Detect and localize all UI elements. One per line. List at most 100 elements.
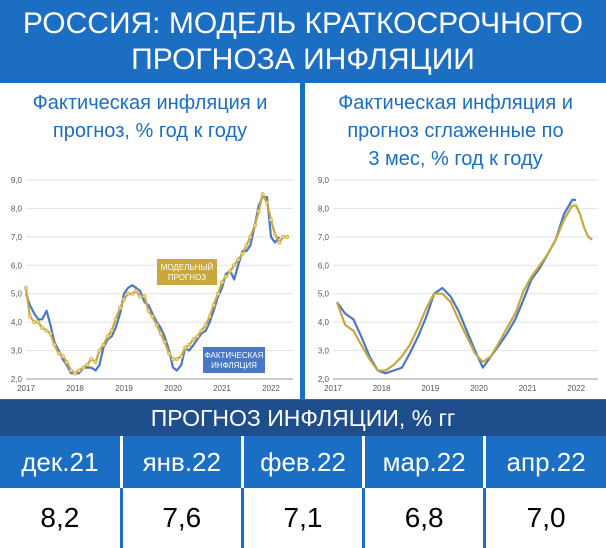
model-forecast-point bbox=[252, 223, 257, 228]
model-forecast-point bbox=[260, 192, 265, 197]
x-tick-label: 2020 bbox=[470, 384, 488, 393]
model-forecast-point bbox=[162, 340, 167, 345]
model-forecast-point bbox=[167, 351, 172, 356]
annotation-text: ПРОГНОЗ bbox=[168, 273, 206, 282]
x-tick-label: 2017 bbox=[17, 384, 35, 393]
model-forecast-point bbox=[203, 322, 208, 327]
x-tick-label: 2020 bbox=[164, 384, 182, 393]
model-forecast-point bbox=[256, 209, 261, 214]
forecast-table: дек.21 янв.22 фев.22 мар.22 апр.22 8,2 7… bbox=[0, 436, 606, 548]
y-tick-label: 7,0 bbox=[318, 233, 330, 242]
right-chart-title-line-1: Фактическая инфляция и bbox=[338, 92, 573, 114]
model-forecast-point bbox=[228, 268, 233, 273]
model-forecast-point bbox=[48, 331, 53, 336]
model-forecast-point bbox=[101, 342, 106, 347]
model-forecast-point bbox=[244, 243, 249, 248]
model-forecast-point bbox=[40, 325, 45, 330]
model-forecast-point bbox=[72, 371, 77, 376]
y-tick-label: 4,0 bbox=[318, 318, 330, 327]
model-forecast-line bbox=[335, 204, 593, 372]
model-forecast-point bbox=[236, 257, 241, 262]
forecast-value: 8,2 bbox=[0, 488, 122, 548]
model-forecast-point bbox=[170, 357, 175, 362]
left-chart-title-line-1: Фактическая инфляция и bbox=[32, 92, 268, 114]
model-forecast-point bbox=[142, 294, 147, 299]
right-chart-title-line-2: прогноз сглаженные по bbox=[347, 120, 564, 142]
model-forecast-point bbox=[105, 334, 110, 339]
left-chart-panel: Фактическая инфляция и прогноз, % год к … bbox=[0, 83, 300, 399]
model-forecast-point bbox=[89, 357, 94, 362]
model-forecast-point bbox=[191, 337, 196, 342]
annotation-text: ФАКТИЧЕСКАЯ bbox=[205, 351, 264, 360]
y-tick-label: 2,0 bbox=[11, 375, 23, 384]
x-tick-label: 2017 bbox=[324, 384, 342, 393]
model-forecast-point bbox=[150, 314, 155, 319]
y-tick-label: 2,0 bbox=[318, 375, 330, 384]
y-tick-label: 6,0 bbox=[11, 261, 23, 270]
model-forecast-point bbox=[277, 240, 282, 245]
model-forecast-point bbox=[118, 305, 123, 310]
right-chart-panel: Фактическая инфляция и прогноз сглаженны… bbox=[305, 83, 606, 399]
x-tick-label: 2019 bbox=[115, 384, 133, 393]
x-tick-label: 2022 bbox=[567, 384, 585, 393]
left-line-chart: 2,0 3,0 4,0 5,0 6,0 7,0 8,0 9,0 2017 2018 2019 2020… bbox=[11, 176, 293, 393]
model-forecast-point bbox=[183, 345, 188, 350]
y-tick-label: 3,0 bbox=[11, 347, 23, 356]
forecast-value: 7,1 bbox=[240, 488, 364, 548]
model-forecast-point bbox=[199, 328, 204, 333]
model-forecast-point bbox=[232, 263, 237, 268]
model-forecast-point bbox=[97, 348, 102, 353]
model-forecast-point bbox=[60, 354, 65, 359]
model-forecast-point bbox=[207, 314, 212, 319]
forecast-value: 7,6 bbox=[119, 488, 243, 548]
forecast-table-title: ПРОГНОЗ ИНФЛЯЦИИ, % гг bbox=[0, 400, 606, 436]
model-forecast-point bbox=[174, 357, 179, 362]
y-tick-label: 9,0 bbox=[318, 176, 330, 185]
x-tick-label: 2019 bbox=[421, 384, 439, 393]
forecast-month: апр.22 bbox=[483, 436, 606, 488]
model-forecast-point bbox=[23, 286, 28, 291]
y-tick-label: 4,0 bbox=[11, 318, 23, 327]
model-forecast-point bbox=[187, 342, 192, 347]
left-chart-title: Фактическая инфляция и прогноз, % год к … bbox=[0, 89, 300, 145]
actual-inflation-line bbox=[24, 195, 281, 375]
model-forecast-point bbox=[85, 362, 90, 367]
model-forecast-point bbox=[138, 294, 143, 299]
model-forecast-point bbox=[272, 232, 277, 237]
x-tick-label: 2018 bbox=[66, 384, 84, 393]
x-tick-label: 2022 bbox=[262, 384, 280, 393]
forecast-value-row: 8,2 7,6 7,1 6,8 7,0 bbox=[0, 488, 606, 548]
forecast-month: фев.22 bbox=[240, 436, 364, 488]
model-forecast-point bbox=[93, 359, 98, 364]
y-tick-label: 5,0 bbox=[318, 290, 330, 299]
model-forecast-point bbox=[195, 334, 200, 339]
model-forecast-point bbox=[219, 280, 224, 285]
model-forecast-point bbox=[36, 320, 41, 325]
model-forecast-point bbox=[76, 368, 81, 373]
model-forecast-point bbox=[154, 322, 159, 327]
model-forecast-point bbox=[216, 291, 221, 296]
model-forecast-point bbox=[179, 354, 184, 359]
actual-inflation-label-box bbox=[203, 347, 265, 373]
model-forecast-point bbox=[113, 317, 118, 322]
x-tick-label: 2018 bbox=[373, 384, 391, 393]
model-forecast-point bbox=[56, 351, 61, 356]
right-line-chart: 2,0 3,0 4,0 5,0 6,0 7,0 8,0 9,0 2017 2018 2019 2020… bbox=[318, 176, 598, 393]
right-chart-title: Фактическая инфляция и прогноз сглаженны… bbox=[305, 89, 606, 173]
x-tick-label: 2021 bbox=[519, 384, 537, 393]
model-forecast-point bbox=[44, 328, 49, 333]
model-forecast-point bbox=[64, 359, 69, 364]
model-forecast-point bbox=[265, 200, 270, 205]
model-forecast-point bbox=[52, 342, 57, 347]
model-forecast-point bbox=[281, 234, 286, 239]
page-title-line-1: РОССИЯ: МОДЕЛЬ КРАТКОСРОЧНОГО bbox=[22, 7, 584, 40]
right-chart-title-line-3: 3 мес, % год к году bbox=[368, 148, 543, 170]
y-tick-label: 3,0 bbox=[318, 347, 330, 356]
model-forecast-line bbox=[24, 193, 288, 375]
model-forecast-point bbox=[158, 331, 163, 336]
annotation-text: ИНФЛЯЦИЯ bbox=[211, 361, 257, 370]
page-title: РОССИЯ: МОДЕЛЬ КРАТКОСРОЧНОГО ПРОГНОЗА И… bbox=[0, 0, 606, 80]
model-forecast-point bbox=[121, 297, 126, 302]
model-forecast-point bbox=[134, 288, 139, 293]
